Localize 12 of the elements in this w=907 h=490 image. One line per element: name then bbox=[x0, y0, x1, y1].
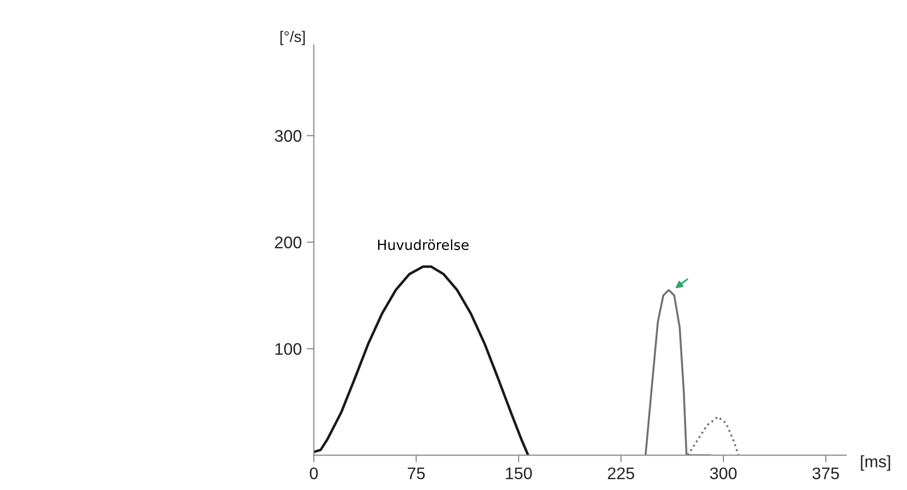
x-tick-label: 375 bbox=[812, 467, 839, 480]
x-axis-title: [ms] bbox=[860, 455, 890, 471]
y-tick-label: 300 bbox=[274, 130, 302, 142]
x-tick-label: 225 bbox=[608, 467, 634, 480]
x-tick-label: 150 bbox=[506, 467, 532, 480]
y-tick-label: 100 bbox=[275, 343, 302, 355]
x-tick-label: 300 bbox=[710, 467, 737, 480]
annotation: Huvudrörelse bbox=[378, 239, 469, 250]
x-tick-label: 0 bbox=[310, 467, 318, 480]
y-tick-label: 200 bbox=[275, 236, 302, 248]
x-tick-label: 75 bbox=[408, 468, 425, 480]
y-axis-title: [°/s] bbox=[280, 30, 305, 46]
